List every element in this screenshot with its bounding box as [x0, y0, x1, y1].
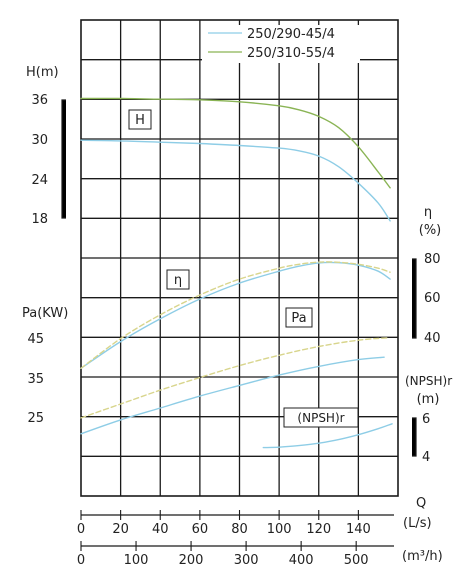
- eta-tick-80: 80: [424, 252, 441, 267]
- eta-axis-label: η: [424, 205, 432, 220]
- x-axis-ls-tick-label: 100: [267, 522, 292, 537]
- x-axis-m3h-tick-label: 400: [289, 553, 314, 568]
- x-axis-ls-tick-label: 60: [192, 522, 209, 537]
- eta-tick-60: 60: [424, 291, 441, 306]
- h-axis-label: H(m): [26, 65, 59, 80]
- chart-curves: [80, 97, 393, 449]
- legend-label-250-290: 250/290-45/4: [247, 27, 335, 42]
- curve-pa-250-290-45-4: [80, 356, 385, 435]
- pa-tick-25: 25: [27, 411, 44, 426]
- x-axis-ls-tick-label: 80: [231, 522, 248, 537]
- svg-text:Pa: Pa: [291, 311, 306, 326]
- h-tick-18: 18: [31, 212, 48, 227]
- x-axis-m3h-tick-label: 100: [124, 553, 149, 568]
- x-axis-m3h-unit: (m³/h): [402, 549, 443, 564]
- curve-eta-250-290-45-4: [80, 261, 391, 369]
- curve-npsh-250-290-45-4: [262, 423, 393, 449]
- h-tick-36: 36: [31, 93, 48, 108]
- curve-h-250-290-45-4: [80, 139, 391, 222]
- q-axis-label: Q: [416, 496, 426, 511]
- legend: 250/290-45/4 250/310-55/4: [202, 25, 360, 63]
- npsh-tick-4: 4: [422, 450, 430, 465]
- pa-curve-label: Pa: [285, 307, 313, 328]
- npsh-curve-label: (NPSH)r: [283, 407, 359, 428]
- pa-tick-45: 45: [27, 332, 44, 347]
- x-axis-m3h: 0 100 200 300 400 500: [77, 541, 394, 568]
- h-axis-bracket: [61, 99, 66, 219]
- pa-tick-35: 35: [27, 372, 44, 387]
- pa-axis-label: Pa(KW): [22, 306, 68, 321]
- h-tick-24: 24: [31, 173, 48, 188]
- x-axis-ls-tick-label: 20: [112, 522, 129, 537]
- x-axis-m3h-tick-label: 200: [179, 553, 204, 568]
- x-axis-ls: 0 20 40 60 80 100 120 140: [77, 510, 394, 537]
- x-axis-ls-tick-label: 0: [77, 522, 85, 537]
- h-tick-30: 30: [31, 133, 48, 148]
- eta-curve-label: η: [166, 269, 190, 290]
- curve-eta-250-310-55-4: [80, 261, 391, 369]
- svg-text:H: H: [135, 113, 145, 128]
- h-curve-label: H: [128, 109, 152, 130]
- svg-text:η: η: [174, 273, 182, 288]
- x-axis-ls-tick-label: 120: [306, 522, 331, 537]
- npsh-tick-6: 6: [422, 412, 430, 427]
- x-axis-m3h-tick-label: 0: [77, 553, 85, 568]
- x-axis-ls-tick-label: 140: [346, 522, 371, 537]
- x-axis-m3h-tick-label: 300: [234, 553, 259, 568]
- curve-h-250-310-55-4: [80, 97, 391, 189]
- svg-text:(NPSH)r: (NPSH)r: [297, 411, 344, 425]
- npsh-axis-unit: (m): [417, 392, 440, 407]
- eta-axis-unit: (%): [419, 223, 442, 238]
- legend-label-250-310: 250/310-55/4: [247, 46, 335, 61]
- x-axis-ls-tick-label: 40: [152, 522, 169, 537]
- npsh-axis-label: (NPSH)r: [405, 374, 452, 388]
- x-axis-m3h-tick-label: 500: [344, 553, 369, 568]
- eta-axis-bracket: [412, 258, 417, 339]
- chart-grid: [80, 19, 399, 497]
- eta-tick-40: 40: [424, 331, 441, 346]
- x-axis-ls-unit: (L/s): [403, 516, 432, 531]
- curve-pa-250-310-55-4: [80, 337, 389, 419]
- npsh-axis-bracket: [412, 417, 417, 457]
